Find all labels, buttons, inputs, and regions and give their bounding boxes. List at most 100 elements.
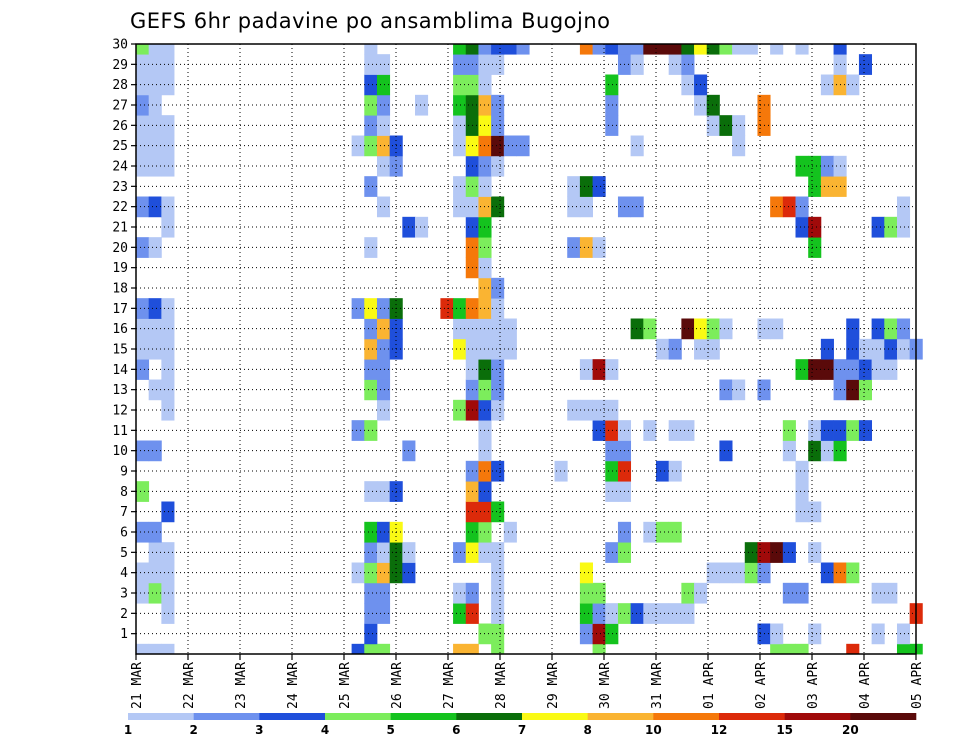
heatmap-cell [719,379,733,401]
y-tick-label: 25 [112,139,128,154]
heatmap-cell [148,298,162,319]
heatmap-cell [351,643,365,655]
heatmap-cell [592,237,606,258]
heatmap-cell [871,582,885,604]
heatmap-cell [161,399,175,421]
heatmap-cell [668,460,682,482]
heatmap-cell [592,623,606,645]
heatmap-cell [567,399,581,421]
heatmap-cell [136,359,150,380]
y-tick-label: 3 [120,587,128,602]
heatmap-cell [706,44,720,55]
y-tick-label: 27 [112,99,128,114]
heatmap-cell [605,440,619,462]
heatmap-cell [376,115,391,136]
y-tick-label: 19 [112,261,128,276]
heatmap-cell [706,94,720,116]
y-tick-label: 30 [112,38,128,53]
y-tick-label: 17 [112,302,128,317]
chart-title: GEFS 6hr padavine po ansamblima Bugojno [130,9,611,33]
heatmap-cell [884,582,898,604]
heatmap-cell [643,603,657,624]
heatmap-cell [744,44,758,55]
heatmap-cell [491,460,505,482]
heatmap-cell [719,115,733,136]
heatmap-cell [491,298,505,319]
heatmap-cell [808,176,822,197]
heatmap-cell [567,196,581,218]
heatmap-cell [148,379,162,401]
heatmap-cell [782,643,796,655]
heatmap-cell [605,542,619,563]
heatmap-cell [579,44,593,55]
heatmap-cell [782,420,796,441]
heatmap-cell [453,582,467,604]
heatmap-cell [808,155,822,177]
heatmap-cell [668,44,682,55]
heatmap-cell [592,643,606,655]
heatmap-cell [453,94,467,116]
heatmap-cell [148,521,162,543]
heatmap-cell [630,196,644,218]
heatmap-cell [795,481,809,502]
heatmap-cell [694,44,708,55]
heatmap-cell [808,359,822,380]
heatmap-cell [453,74,467,96]
heatmap-cell [592,420,606,441]
heatmap-cell [681,582,695,604]
heatmap-cell [884,216,898,238]
heatmap-cell [871,338,885,360]
heatmap-cell [605,94,619,116]
x-tick-label: 25 MAR [338,662,353,709]
colorbar-swatch [850,713,917,720]
y-tick-label: 13 [112,383,128,398]
heatmap-cell [364,643,378,655]
y-tick-label: 8 [120,485,128,500]
heatmap-cell [478,44,492,55]
heatmap-cell [643,318,657,340]
heatmap-cell [592,582,606,604]
heatmap-cell [579,176,593,197]
heatmap-cell [136,54,150,75]
heatmap-cell [668,521,682,543]
heatmap-cell [491,501,505,523]
heatmap-cell [491,94,505,116]
y-tick-label: 16 [112,322,128,337]
heatmap-cell [896,196,911,218]
heatmap-cell [136,440,150,462]
heatmap-cell [820,440,834,462]
colorbar-label: 8 [583,723,591,737]
y-tick-label: 1 [120,627,128,642]
colorbar-label: 1 [124,723,132,737]
heatmap-cell [846,643,860,655]
heatmap-cell [884,338,898,360]
x-tick-label: 21 MAR [130,662,145,709]
heatmap-cell [351,562,365,584]
heatmap-cell [795,44,809,55]
heatmap-cell [376,135,391,157]
heatmap-cell [896,623,911,645]
heatmap-cell [605,603,619,624]
heatmap-cell [364,338,378,360]
heatmap-cell [491,623,505,645]
x-tick-label: 26 MAR [390,662,405,709]
heatmap-cell [795,582,809,604]
heatmap-cell [364,237,378,258]
colorbar-swatch [193,713,260,720]
heatmap-cell [579,582,593,604]
heatmap-cell [491,115,505,136]
heatmap-cell [782,196,796,218]
heatmap-cell [706,115,720,136]
heatmap-cell [376,562,391,584]
heatmap-cell [453,44,467,55]
heatmap-cell [161,298,175,319]
heatmap-cell [681,74,695,96]
heatmap-cell [605,420,619,441]
heatmap-cell [148,318,162,340]
heatmap-cell [503,44,517,55]
heatmap-cell [364,420,378,441]
heatmap-cell [681,603,695,624]
heatmap-cell [795,155,809,177]
heatmap-cell [491,318,505,340]
heatmap-cell [136,643,150,655]
